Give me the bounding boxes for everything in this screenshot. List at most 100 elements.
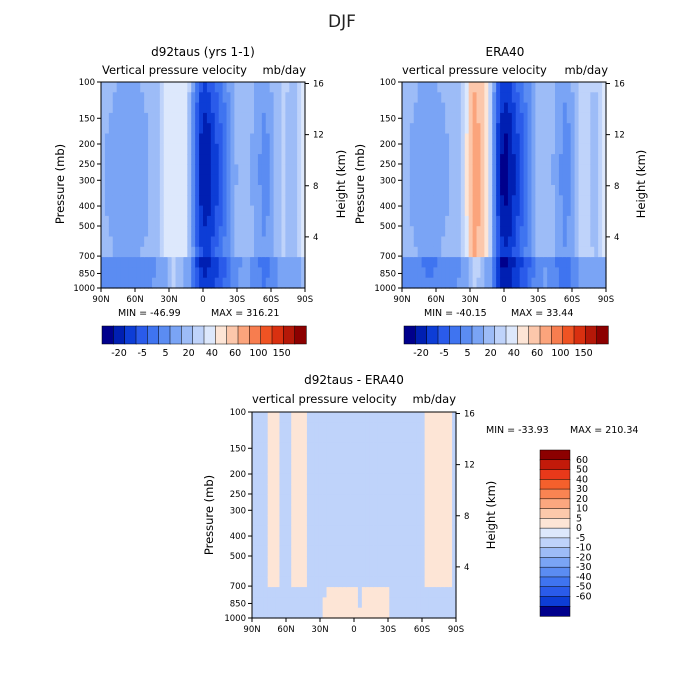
heatmap-cell xyxy=(140,257,145,268)
heatmap-cell xyxy=(369,473,375,485)
heatmap-cell xyxy=(234,257,239,268)
heatmap-cell xyxy=(206,205,212,217)
heatmap-cell xyxy=(171,215,177,227)
heatmap-cell xyxy=(295,515,300,526)
heatmap-cell xyxy=(291,412,296,423)
colorbar-swatch xyxy=(539,566,571,578)
heatmap-cell xyxy=(420,525,426,537)
heatmap-cell xyxy=(136,226,141,238)
heatmap-cell xyxy=(590,215,595,227)
heatmap-cell xyxy=(472,205,478,217)
heatmap-cell xyxy=(334,576,339,588)
heatmap-cell xyxy=(602,174,607,186)
heatmap-cell xyxy=(496,246,501,258)
heatmap-cell xyxy=(338,473,343,485)
heatmap-cell xyxy=(492,246,497,258)
heatmap-cell xyxy=(108,236,114,248)
heatmap-cell xyxy=(293,226,298,238)
heatmap-cell xyxy=(594,174,599,186)
heatmap-cell xyxy=(602,246,607,258)
heatmap-cell xyxy=(436,504,441,516)
heatmap-cell xyxy=(456,174,462,186)
heatmap-cell xyxy=(452,515,457,526)
heatmap-cell xyxy=(535,236,540,248)
heatmap-cell xyxy=(429,185,434,196)
heatmap-cell xyxy=(250,82,255,93)
heatmap-cell xyxy=(342,442,347,454)
heatmap-cell xyxy=(267,453,273,465)
heatmap-cell xyxy=(271,556,277,568)
heatmap-cell xyxy=(293,143,298,155)
heatmap-cell xyxy=(310,535,316,547)
heatmap-cell xyxy=(314,545,320,557)
heatmap-cell xyxy=(191,102,196,114)
heatmap-cell xyxy=(456,257,462,268)
heatmap-cell xyxy=(246,215,251,227)
heatmap-cell xyxy=(330,412,335,423)
heatmap-cell xyxy=(488,92,493,104)
heatmap-cell xyxy=(602,185,607,196)
heatmap-cell xyxy=(586,267,591,279)
heatmap-cell xyxy=(191,215,196,227)
heatmap-cell xyxy=(562,82,568,93)
heatmap-cell xyxy=(342,494,347,506)
heatmap-cell xyxy=(250,236,255,248)
heatmap-cell xyxy=(140,267,145,279)
heatmap-cell xyxy=(273,257,279,268)
heatmap-cell xyxy=(289,277,294,289)
heatmap-cell xyxy=(112,92,118,104)
heatmap-cell xyxy=(389,597,394,609)
heatmap-cell xyxy=(267,442,273,454)
heatmap-cell xyxy=(594,185,599,196)
heatmap-cell xyxy=(275,473,281,485)
heatmap-cell xyxy=(464,123,470,135)
colorbar-swatch xyxy=(226,325,239,345)
heatmap-cell xyxy=(101,154,106,165)
colorbar-swatch xyxy=(158,325,171,345)
heatmap-cell xyxy=(199,205,204,217)
heatmap-cell xyxy=(175,205,181,217)
heatmap-cell xyxy=(116,82,122,93)
heatmap-cell xyxy=(277,154,283,165)
heatmap-cell xyxy=(263,463,269,475)
heatmap-cell xyxy=(425,112,431,124)
heatmap-cell xyxy=(413,143,419,155)
heatmap-cell xyxy=(191,236,196,248)
heatmap-cell xyxy=(246,112,251,124)
heatmap-cell xyxy=(230,102,235,114)
heatmap-cell xyxy=(543,143,548,155)
heatmap-cell xyxy=(492,185,497,196)
heatmap-cell xyxy=(277,215,283,227)
heatmap-cell xyxy=(267,422,273,434)
heatmap-cell xyxy=(144,236,149,248)
heatmap-cell xyxy=(191,277,196,289)
colorbar-swatch xyxy=(415,325,428,345)
heatmap-cell xyxy=(598,164,603,176)
heatmap-cell xyxy=(449,257,454,268)
heatmap-cell xyxy=(433,195,438,207)
heatmap-cell xyxy=(195,205,200,217)
heatmap-cell xyxy=(124,215,130,227)
heatmap-cell xyxy=(365,494,371,506)
heatmap-cell xyxy=(254,257,259,268)
heatmap-cell xyxy=(551,143,556,155)
heatmap-cell xyxy=(405,463,410,475)
heatmap-cell xyxy=(523,102,529,114)
heatmap-cell xyxy=(402,236,407,248)
heatmap-cell xyxy=(523,246,529,258)
heatmap-cell xyxy=(322,556,328,568)
heatmap-cell xyxy=(255,484,261,495)
heatmap-cell xyxy=(402,267,407,279)
heatmap-cell xyxy=(263,422,269,434)
heatmap-cell xyxy=(582,102,587,114)
heatmap-cell xyxy=(116,205,122,217)
heatmap-cell xyxy=(179,267,184,279)
heatmap-cell xyxy=(303,587,308,598)
heatmap-cell xyxy=(365,432,371,444)
heatmap-cell xyxy=(436,566,441,578)
heatmap-cell xyxy=(259,484,265,495)
heatmap-cell xyxy=(295,545,300,557)
heatmap-cell xyxy=(405,607,410,619)
heatmap-cell xyxy=(269,133,275,145)
heatmap-cell xyxy=(295,453,300,465)
